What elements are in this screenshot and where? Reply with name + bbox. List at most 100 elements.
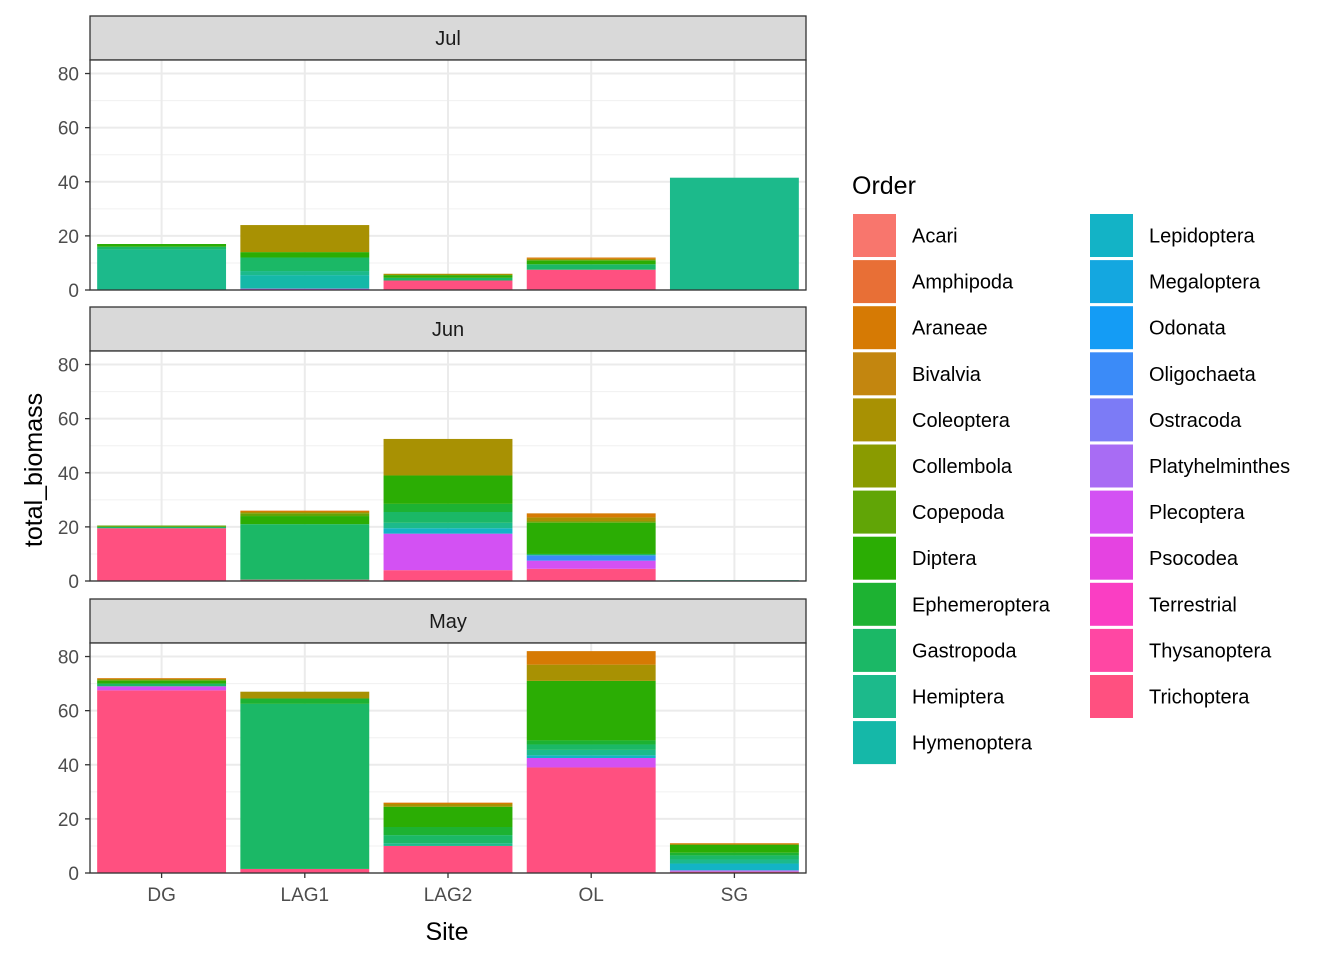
- facet-label: May: [429, 611, 467, 633]
- legend-item-hemiptera: Hemiptera: [853, 675, 1005, 718]
- bar-segment-trichoptera: [240, 579, 370, 581]
- y-tick-label: 0: [68, 281, 79, 302]
- legend-key: [1090, 490, 1133, 534]
- legend-item-ostracoda: Ostracoda: [1090, 398, 1242, 442]
- y-tick-label: 40: [58, 173, 79, 194]
- legend-label: Araneae: [912, 318, 988, 340]
- bar-segment-copepoda: [526, 521, 656, 523]
- legend-key: [853, 628, 896, 672]
- legend-key: [853, 536, 896, 580]
- legend-label: Platyhelminthes: [1149, 456, 1290, 478]
- bar-segment-trichoptera: [526, 269, 656, 290]
- legend-label: Ostracoda: [1149, 410, 1242, 432]
- bar-segment-plecoptera: [97, 686, 227, 691]
- legend-item-thysanoptera: Thysanoptera: [1090, 628, 1272, 672]
- y-tick-label: 0: [68, 864, 79, 885]
- bar-segment-ephemeroptera: [383, 503, 513, 512]
- legend-item-amphipoda: Amphipoda: [853, 260, 1014, 304]
- bar-lag1: [240, 510, 370, 581]
- y-tick-label: 20: [58, 227, 79, 248]
- legend-label: Hemiptera: [912, 687, 1005, 709]
- bar-dg: [97, 678, 227, 873]
- bar-ol: [526, 257, 656, 290]
- y-tick-label: 40: [58, 464, 79, 485]
- bar-segment-lepidoptera: [669, 863, 799, 871]
- legend-item-trichoptera: Trichoptera: [1090, 675, 1250, 718]
- legend-item-plecoptera: Plecoptera: [1090, 490, 1245, 534]
- bar-segment-coleoptera: [383, 273, 513, 276]
- bar-segment-hemiptera: [383, 522, 513, 529]
- bar-segment-gastropoda: [383, 835, 513, 844]
- legend-label: Psocodea: [1149, 548, 1239, 570]
- legend-item-lepidoptera: Lepidoptera: [1090, 214, 1256, 257]
- bar-segment-plecoptera: [240, 288, 370, 290]
- legend-label: Plecoptera: [1149, 502, 1245, 524]
- bar-segment-gastropoda: [97, 683, 227, 687]
- y-tick-label: 0: [68, 572, 79, 593]
- bar-segment-diptera: [383, 475, 513, 504]
- legend-item-collembola: Collembola: [853, 444, 1013, 488]
- y-tick-label: 60: [58, 702, 79, 723]
- bar-segment-araneae: [240, 510, 370, 512]
- bar-segment-coleoptera: [240, 512, 370, 514]
- legend-label: Coleoptera: [912, 410, 1011, 432]
- bar-segment-diptera: [240, 516, 370, 525]
- facet-strip: [89, 306, 807, 352]
- bar-segment-lepidoptera: [383, 528, 513, 534]
- legend-item-terrestrial: Terrestrial: [1090, 582, 1237, 626]
- x-axis: DG LAG1 LAG2 OL SG: [147, 873, 748, 906]
- legend-item-araneae: Araneae: [853, 306, 988, 350]
- y-tick-label: 80: [58, 648, 79, 669]
- bar-segment-gastropoda: [240, 257, 370, 272]
- legend-label: Megaloptera: [1149, 272, 1261, 294]
- legend-item-ephemeroptera: Ephemeroptera: [853, 582, 1051, 626]
- bar-segment-diptera: [383, 275, 513, 278]
- bar-segment-plecoptera: [526, 560, 656, 569]
- bar-ol: [526, 651, 656, 873]
- legend-item-copepoda: Copepoda: [853, 490, 1005, 534]
- bar-segment-hemiptera: [526, 749, 656, 756]
- bar-dg: [97, 525, 227, 581]
- bar-segment-coleoptera: [240, 691, 370, 699]
- panel-jul: Jul 0 20 40 60 80: [58, 15, 807, 302]
- legend-label: Gastropoda: [912, 640, 1017, 662]
- bar-segment-gastropoda: [526, 264, 656, 270]
- bar-segment-trichoptera: [669, 871, 799, 873]
- bar-segment-coleoptera: [383, 804, 513, 807]
- bar-segment-hymenoptera: [240, 275, 370, 289]
- x-tick-label: LAG2: [424, 885, 473, 906]
- bar-segment-copepoda: [97, 679, 227, 681]
- bar-segment-gastropoda: [383, 512, 513, 523]
- legend-label: Bivalvia: [912, 364, 982, 386]
- legend-label: Terrestrial: [1149, 594, 1237, 616]
- bar-segment-diptera: [383, 806, 513, 827]
- legend-label: Amphipoda: [912, 272, 1014, 294]
- bar-segment-araneae: [669, 843, 799, 845]
- bar-sg: [669, 843, 799, 873]
- bar-segment-diptera: [97, 244, 227, 247]
- legend-label: Diptera: [912, 548, 977, 570]
- legend-key: [853, 444, 896, 488]
- legend-key: [1090, 675, 1133, 718]
- bar-segment-gastropoda: [383, 277, 513, 281]
- legend-label: Oligochaeta: [1149, 364, 1257, 386]
- legend-key: [853, 721, 896, 765]
- legend-key: [853, 398, 896, 442]
- bar-segment-trichoptera: [240, 868, 370, 873]
- legend-item-gastropoda: Gastropoda: [853, 628, 1017, 672]
- x-tick-label: DG: [147, 885, 176, 906]
- legend-key: [1090, 214, 1133, 257]
- bar-segment-diptera: [526, 680, 656, 741]
- legend-label: Copepoda: [912, 502, 1005, 524]
- bar-segment-lepidoptera: [526, 755, 656, 758]
- legend-key: [853, 582, 896, 626]
- bar-segment-plecoptera: [383, 533, 513, 571]
- legend-label: Hymenoptera: [912, 733, 1033, 755]
- bar-sg: [669, 177, 799, 290]
- legend-item-psocodea: Psocodea: [1090, 536, 1239, 580]
- legend-key: [853, 352, 896, 396]
- bar-segment-diptera: [669, 844, 799, 853]
- legend-key: [853, 214, 896, 257]
- legend-item-megaloptera: Megaloptera: [1090, 260, 1261, 304]
